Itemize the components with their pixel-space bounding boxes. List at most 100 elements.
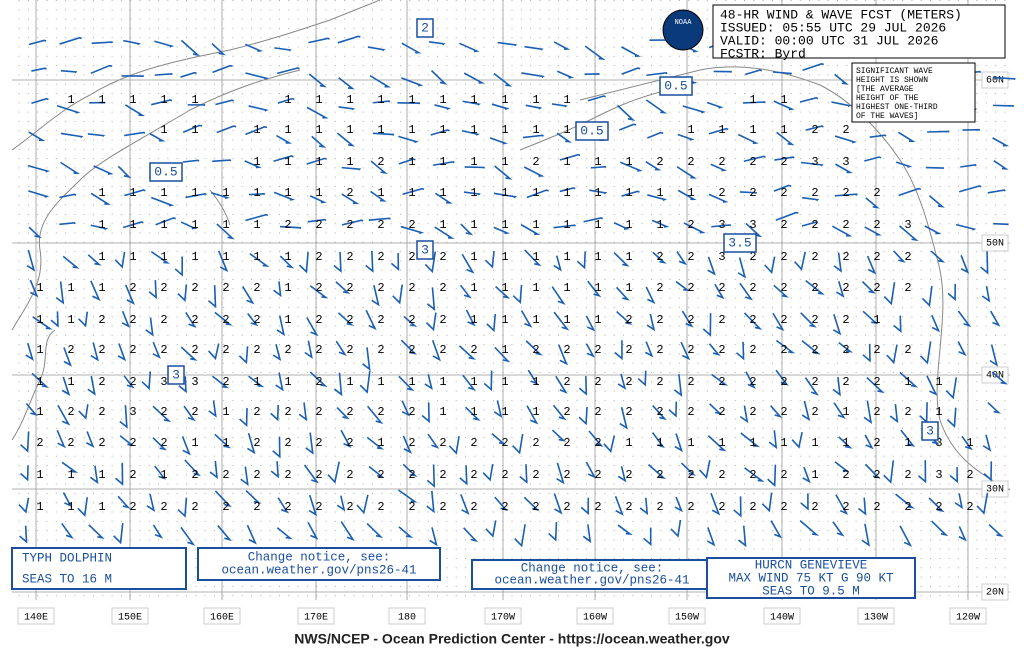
wind-barb — [434, 226, 455, 239]
wind-barb — [617, 373, 627, 390]
wave-height: 1 — [563, 313, 570, 327]
wind-barb — [124, 104, 146, 117]
wave-height: 1 — [563, 123, 570, 137]
wave-height: 2 — [129, 500, 136, 514]
notices: TYPH DOLPHIN SEAS TO 16 M Change notice, s… — [22, 550, 894, 598]
wind-barb — [673, 374, 683, 397]
legend-note-box — [851, 62, 976, 123]
wind-barb — [982, 434, 992, 452]
wind-barb — [25, 342, 34, 361]
wave-height: 2 — [563, 500, 570, 514]
wind-barb — [31, 372, 50, 388]
wind-barb — [327, 461, 340, 484]
wind-barb — [146, 493, 156, 512]
wave-height: 1 — [98, 250, 105, 264]
lon-label-box — [17, 607, 55, 625]
wind-barb — [801, 221, 818, 227]
wind-barb — [709, 403, 723, 415]
wind-barb — [744, 467, 765, 482]
wind-barb — [619, 161, 643, 172]
wave-height: 2 — [315, 375, 322, 389]
lat-label-box — [981, 234, 1009, 252]
wave-height: 2 — [563, 343, 570, 357]
lon-label-box — [668, 607, 706, 625]
wind-barb — [519, 464, 528, 484]
wind-barb — [61, 461, 79, 473]
note-line: OF THE WAVES] — [856, 112, 918, 121]
wind-barb — [246, 524, 257, 545]
wave-height: 2 — [532, 500, 539, 514]
wind-barb — [862, 343, 871, 363]
wave-height: 2 — [253, 343, 260, 357]
wave-height: 2 — [625, 405, 632, 419]
wind-barb — [148, 280, 157, 300]
wind-barb — [791, 432, 803, 449]
wind-barb — [462, 100, 481, 106]
wave-height: 1 — [191, 186, 198, 200]
wind-barb — [426, 287, 436, 311]
wind-barb — [309, 285, 329, 299]
wind-barb — [178, 376, 187, 394]
wave-height: 2 — [129, 436, 136, 450]
wave-height: 1 — [439, 93, 446, 107]
wave-height: 1 — [687, 123, 694, 137]
wind-barb — [776, 131, 795, 146]
wind-barb — [799, 519, 820, 536]
wave-height: 1 — [532, 250, 539, 264]
wave-height: 2 — [718, 375, 725, 389]
wind-barb — [60, 132, 84, 139]
lon-label-box — [297, 607, 335, 625]
wind-barb — [90, 224, 109, 231]
wind-barb — [926, 375, 938, 396]
wind-barb — [210, 191, 230, 200]
wind-barb — [311, 135, 327, 149]
wind-barb — [989, 310, 1001, 327]
wave-height: 2 — [222, 375, 229, 389]
wind-barb — [61, 522, 74, 539]
wave-height: 2 — [842, 123, 849, 137]
wave-height: 1 — [284, 93, 291, 107]
wind-barb — [184, 459, 202, 477]
wind-barb — [207, 285, 217, 309]
wind-barb — [861, 523, 870, 547]
wave-height: 2 — [346, 281, 353, 295]
wind-barb — [733, 496, 742, 518]
wave-height: 1 — [36, 281, 43, 295]
wave-height: 1 — [284, 123, 291, 137]
wind-barb — [491, 103, 510, 111]
wave-height: 1 — [470, 375, 477, 389]
wave-height: 2 — [439, 313, 446, 327]
wind-barb — [371, 285, 380, 307]
wind-barb — [893, 315, 902, 333]
wind-barb — [512, 433, 524, 455]
wave-height: 1 — [439, 155, 446, 169]
contour-label: 0.5 — [664, 78, 687, 93]
wind-barb — [893, 250, 906, 263]
wave-height: 2 — [284, 218, 291, 232]
wind-barb — [182, 159, 200, 163]
contour-label-box — [575, 121, 609, 141]
wind-barb — [587, 95, 606, 102]
wind-barb — [304, 340, 313, 359]
wind-barb — [77, 497, 89, 517]
header-line: FCSTR: Byrd — [720, 46, 806, 61]
wave-height: 2 — [284, 500, 291, 514]
wind-barb — [961, 435, 973, 451]
wind-barb — [397, 102, 421, 105]
wind-barb — [28, 226, 42, 239]
wind-barb — [743, 155, 766, 163]
note-line: [THE AVERAGE — [856, 85, 914, 94]
lon-label: 180 — [398, 613, 416, 624]
wind-barb — [928, 195, 945, 208]
wind-barb — [805, 125, 824, 131]
wave-height: 1 — [284, 281, 291, 295]
wind-barb — [683, 222, 706, 234]
wind-barb — [125, 284, 135, 305]
wave-height: 2 — [749, 155, 756, 169]
lat-label: 30N — [986, 485, 1004, 496]
wind-barb — [463, 72, 485, 84]
wave-height: 1 — [284, 250, 291, 264]
wind-barb — [245, 213, 269, 222]
wave-height: 1 — [191, 218, 198, 232]
